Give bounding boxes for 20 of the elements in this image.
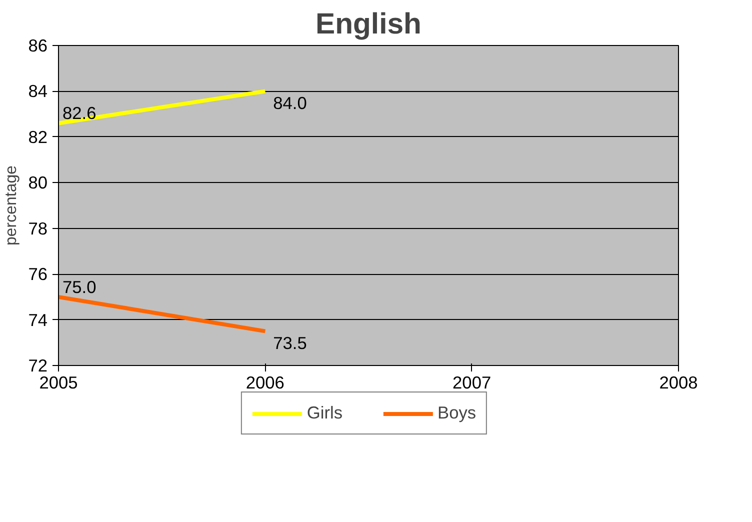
y-tick-label: 80: [28, 172, 48, 193]
y-tick-label: 84: [28, 81, 48, 102]
x-tick-label: 2008: [659, 372, 698, 392]
data-label: 84.0: [273, 93, 307, 114]
y-axis-title: percentage: [3, 165, 20, 246]
y-tick-label: 82: [28, 126, 48, 147]
y-tick-label: 74: [28, 310, 48, 330]
legend-label: Girls: [306, 402, 343, 424]
x-tick-label: 2005: [39, 372, 78, 392]
x-tick-label: 2006: [246, 372, 284, 392]
y-tick-label: 78: [28, 218, 48, 238]
data-label: 75.0: [62, 276, 96, 297]
y-tick-label: 72: [28, 356, 48, 376]
chart-title: English: [316, 8, 422, 40]
y-tick-label: 76: [28, 264, 48, 284]
data-label: 82.6: [62, 103, 96, 124]
x-tick-label: 2007: [452, 372, 492, 392]
data-label: 73.5: [273, 333, 307, 354]
legend-label: Boys: [438, 402, 476, 424]
y-tick-label: 86: [28, 36, 48, 56]
